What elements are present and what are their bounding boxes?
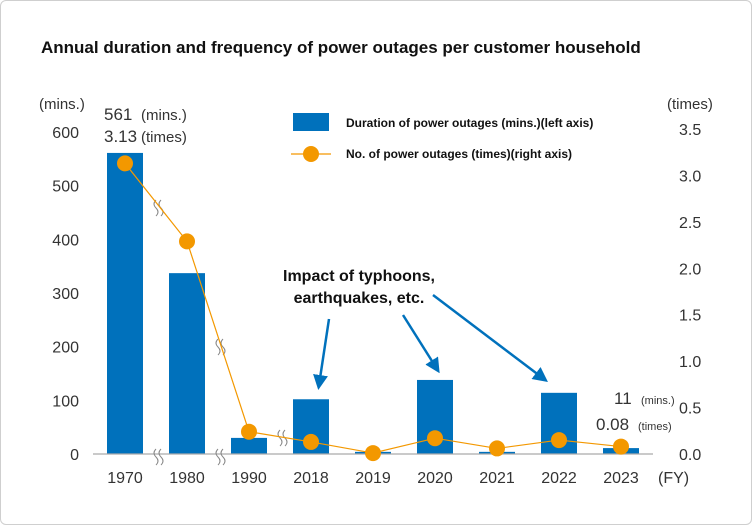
annotation-last-duration-unit: (mins.) bbox=[641, 395, 675, 407]
legend-line-marker bbox=[303, 146, 319, 162]
left-tick-label: 200 bbox=[52, 340, 79, 357]
right-tick-label: 2.5 bbox=[679, 215, 701, 232]
x-tick-label: 2018 bbox=[293, 470, 329, 487]
left-tick-label: 0 bbox=[70, 447, 79, 464]
point-2021 bbox=[489, 440, 505, 457]
left-tick-label: 600 bbox=[52, 125, 79, 142]
left-tick-label: 300 bbox=[52, 286, 79, 303]
point-1990 bbox=[241, 423, 257, 440]
point-1980 bbox=[179, 233, 195, 250]
right-tick-label: 0.5 bbox=[679, 401, 701, 418]
point-2018 bbox=[303, 433, 319, 450]
x-tick-label: 2022 bbox=[541, 470, 577, 487]
annotation-last-count-unit: (times) bbox=[638, 421, 672, 433]
left-tick-label: 100 bbox=[52, 393, 79, 410]
x-tick-label: 2020 bbox=[417, 470, 453, 487]
legend-bar-swatch bbox=[293, 113, 329, 131]
annotation-last-duration: 11 bbox=[614, 389, 632, 408]
point-2020 bbox=[427, 430, 443, 447]
axis-break-mark bbox=[153, 448, 164, 466]
right-tick-label: 3.0 bbox=[679, 168, 701, 185]
annotation-first-count: 3.13 bbox=[104, 127, 137, 146]
chart-title: Annual duration and frequency of power o… bbox=[41, 38, 641, 57]
bar-1990 bbox=[231, 437, 267, 454]
annotation-first-duration-unit: (mins.) bbox=[141, 107, 187, 124]
callout-line-1: Impact of typhoons, bbox=[283, 268, 435, 285]
right-tick-label: 1.5 bbox=[679, 308, 701, 325]
left-axis-unit: (mins.) bbox=[39, 96, 85, 113]
legend-bar-label: Duration of power outages (mins.)(left a… bbox=[346, 116, 593, 130]
callout-line-2: earthquakes, etc. bbox=[294, 290, 425, 307]
right-tick-label: 2.0 bbox=[679, 261, 701, 278]
axis-break-mark bbox=[215, 448, 226, 466]
annotation-first-count-unit: (times) bbox=[141, 129, 187, 146]
callout-arrow bbox=[313, 318, 331, 390]
x-tick-label: 1980 bbox=[169, 470, 205, 487]
right-axis-unit: (times) bbox=[667, 96, 713, 113]
point-2023 bbox=[613, 438, 629, 455]
point-2019 bbox=[365, 445, 381, 462]
x-axis-unit: (FY) bbox=[658, 470, 689, 487]
callout-arrow bbox=[401, 314, 440, 374]
annotation-last-count: 0.08 bbox=[596, 415, 629, 434]
x-tick-label: 1990 bbox=[231, 470, 267, 487]
x-tick-label: 1970 bbox=[107, 470, 143, 487]
annotation-first-duration: 561 bbox=[104, 105, 132, 124]
bar-1980 bbox=[169, 273, 205, 454]
point-1970 bbox=[117, 155, 133, 172]
right-tick-label: 3.5 bbox=[679, 122, 701, 139]
right-tick-label: 1.0 bbox=[679, 354, 701, 371]
left-tick-label: 500 bbox=[52, 179, 79, 196]
x-tick-label: 2019 bbox=[355, 470, 391, 487]
right-tick-label: 0.0 bbox=[679, 447, 701, 464]
left-tick-label: 400 bbox=[52, 232, 79, 249]
point-2022 bbox=[551, 432, 567, 449]
bar-1970 bbox=[107, 152, 143, 454]
x-tick-label: 2021 bbox=[479, 470, 515, 487]
callout-arrow bbox=[432, 294, 548, 383]
axis-break-mark bbox=[215, 338, 226, 356]
x-tick-label: 2023 bbox=[603, 470, 639, 487]
legend-line-label: No. of power outages (times)(right axis) bbox=[346, 147, 572, 161]
